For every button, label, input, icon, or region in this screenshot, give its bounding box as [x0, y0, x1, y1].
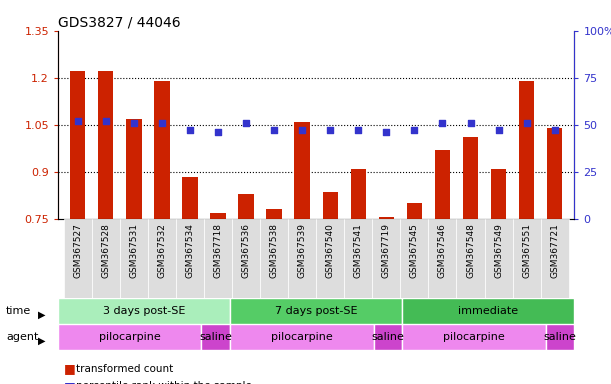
Text: GSM367548: GSM367548 — [466, 223, 475, 278]
Bar — [344, 219, 372, 298]
Text: GSM367540: GSM367540 — [326, 223, 335, 278]
Text: GSM367721: GSM367721 — [550, 223, 559, 278]
Bar — [295, 122, 310, 219]
Bar — [58, 324, 202, 350]
Text: ▶: ▶ — [38, 336, 45, 346]
Bar — [519, 81, 535, 219]
Text: percentile rank within the sample: percentile rank within the sample — [76, 381, 252, 384]
Bar — [491, 169, 507, 219]
Bar — [373, 324, 402, 350]
Point — [522, 120, 532, 126]
Text: GSM367527: GSM367527 — [73, 223, 82, 278]
Bar — [204, 219, 232, 298]
Text: GSM367719: GSM367719 — [382, 223, 391, 278]
Bar — [546, 324, 574, 350]
Text: GSM367551: GSM367551 — [522, 223, 531, 278]
Text: GSM367534: GSM367534 — [185, 223, 194, 278]
Text: GSM367532: GSM367532 — [158, 223, 166, 278]
Bar — [182, 177, 197, 219]
Text: GSM367549: GSM367549 — [494, 223, 503, 278]
Bar — [260, 219, 288, 298]
Bar — [230, 298, 402, 324]
Text: 3 days post-SE: 3 days post-SE — [103, 306, 185, 316]
Text: GSM367545: GSM367545 — [410, 223, 419, 278]
Point — [353, 127, 363, 134]
Bar — [266, 210, 282, 219]
Bar — [402, 324, 546, 350]
Text: GSM367536: GSM367536 — [241, 223, 251, 278]
Bar — [120, 219, 148, 298]
Point — [213, 129, 223, 136]
Point — [325, 127, 335, 134]
Text: GSM367538: GSM367538 — [269, 223, 279, 278]
Bar — [428, 219, 456, 298]
Text: pilocarpine: pilocarpine — [443, 332, 505, 342]
Bar — [402, 298, 574, 324]
Bar — [485, 219, 513, 298]
Text: time: time — [6, 306, 31, 316]
Text: saline: saline — [544, 332, 576, 342]
Bar — [232, 219, 260, 298]
Bar — [98, 71, 114, 219]
Bar — [541, 219, 569, 298]
Bar — [148, 219, 176, 298]
Text: GSM367528: GSM367528 — [101, 223, 110, 278]
Point — [409, 127, 419, 134]
Bar — [64, 219, 92, 298]
Text: ▶: ▶ — [38, 310, 45, 319]
Bar — [372, 219, 400, 298]
Text: agent: agent — [6, 332, 38, 342]
Point — [73, 118, 82, 124]
Bar — [176, 219, 204, 298]
Point — [269, 127, 279, 134]
Bar — [351, 169, 366, 219]
Bar — [92, 219, 120, 298]
Bar — [126, 119, 142, 219]
Point — [494, 127, 503, 134]
Point — [437, 120, 447, 126]
Text: transformed count: transformed count — [76, 364, 174, 374]
Bar — [435, 150, 450, 219]
Bar — [547, 128, 562, 219]
Text: GSM367546: GSM367546 — [438, 223, 447, 278]
Bar — [407, 203, 422, 219]
Bar — [513, 219, 541, 298]
Bar — [400, 219, 428, 298]
Point — [185, 127, 195, 134]
Bar — [323, 192, 338, 219]
Text: saline: saline — [199, 332, 232, 342]
Text: GSM367541: GSM367541 — [354, 223, 363, 278]
Text: ■: ■ — [64, 380, 76, 384]
Point — [157, 120, 167, 126]
Bar — [70, 71, 86, 219]
Bar — [288, 219, 316, 298]
Point — [466, 120, 475, 126]
Text: pilocarpine: pilocarpine — [271, 332, 333, 342]
Text: immediate: immediate — [458, 306, 518, 316]
Point — [241, 120, 251, 126]
Bar — [379, 217, 394, 219]
Point — [101, 118, 111, 124]
Text: GSM367531: GSM367531 — [130, 223, 138, 278]
Text: saline: saline — [371, 332, 404, 342]
Bar — [463, 137, 478, 219]
Point — [381, 129, 391, 136]
Text: GSM367539: GSM367539 — [298, 223, 307, 278]
Bar — [210, 213, 225, 219]
Bar — [456, 219, 485, 298]
Text: GSM367718: GSM367718 — [213, 223, 222, 278]
Text: 7 days post-SE: 7 days post-SE — [275, 306, 357, 316]
Bar — [58, 298, 230, 324]
Text: GDS3827 / 44046: GDS3827 / 44046 — [58, 16, 181, 30]
Bar — [202, 324, 230, 350]
Point — [129, 120, 139, 126]
Bar — [154, 81, 170, 219]
Text: ■: ■ — [64, 362, 76, 376]
Point — [298, 127, 307, 134]
Bar — [316, 219, 344, 298]
Bar — [230, 324, 373, 350]
Text: pilocarpine: pilocarpine — [99, 332, 161, 342]
Point — [550, 127, 560, 134]
Bar — [238, 194, 254, 219]
